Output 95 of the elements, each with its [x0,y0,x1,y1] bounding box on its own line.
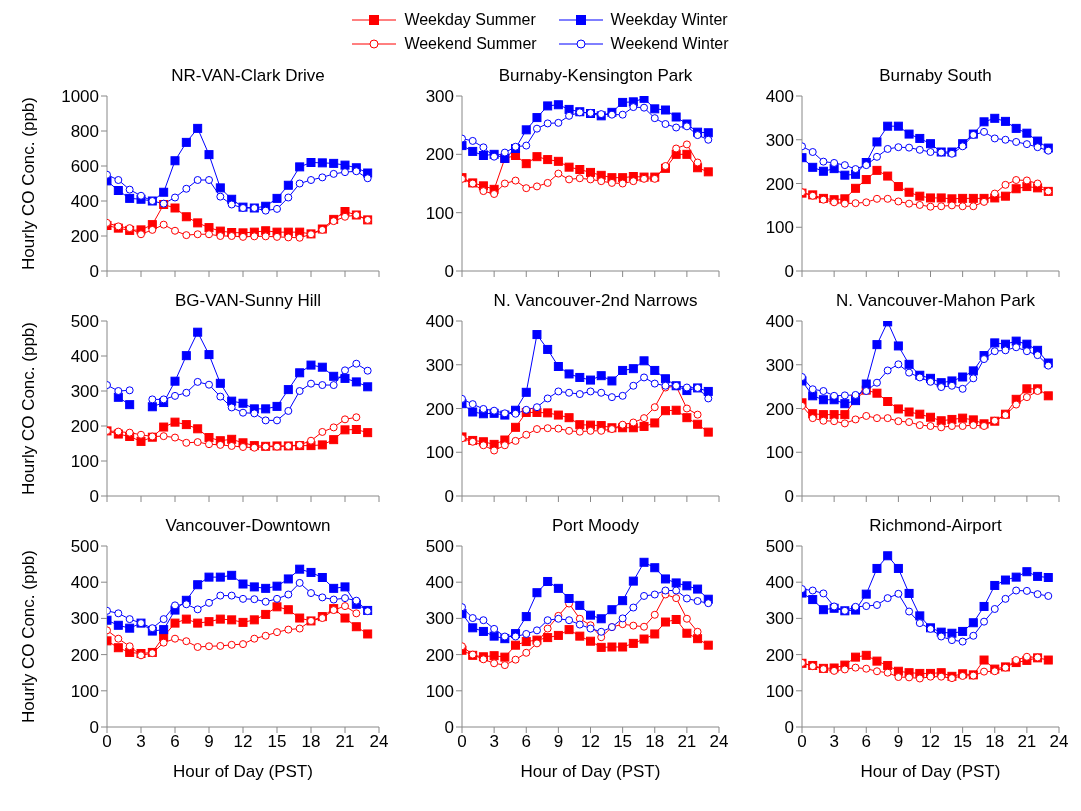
y-tick-label: 800 [70,122,99,142]
legend-label: Weekend Winter [610,35,729,53]
y-tick-label: 100 [70,452,99,472]
y-tick-label: 200 [425,145,454,165]
x-tick-label: 3 [489,732,499,752]
y-tick-label: 100 [70,681,99,701]
y-tick-label: 400 [70,573,99,593]
chart-title: N. Vancouver-Mahon Park [834,291,1037,312]
y-tick-label: 1000 [61,87,99,107]
y-tick-label: 100 [765,681,794,701]
chart-title: Richmond-Airport [868,516,1003,537]
y-tick-label: 100 [765,443,794,463]
y-tick-label: 100 [765,218,794,238]
x-tick-label: 15 [953,732,973,752]
x-tick-label: 21 [335,732,355,752]
x-tick-label: 0 [102,732,112,752]
y-tick-label: 500 [70,537,99,557]
y-tick-label: 300 [765,355,794,375]
x-tick-label: 24 [1049,732,1069,752]
x-tick-label: 9 [553,732,564,752]
y-tick-label: 300 [765,609,794,629]
chart-title: NR-VAN-Clark Drive [170,66,326,87]
y-tick-label: 0 [784,262,794,282]
x-tick-label: 12 [921,732,940,752]
y-tick-label: 0 [89,487,99,507]
y-tick-label: 0 [89,718,99,738]
y-tick-label: 300 [70,609,99,629]
y-tick-label: 200 [425,399,454,419]
x-tick-label: 21 [1017,732,1037,752]
y-tick-label: 300 [425,355,454,375]
y-tick-label: 0 [784,718,794,738]
legend-label: Weekday Winter [610,11,728,29]
y-tick-label: 600 [70,157,99,177]
y-tick-label: 400 [765,312,794,332]
x-tick-label: 12 [581,732,600,752]
y-tick-label: 400 [425,573,454,593]
y-tick-label: 400 [765,573,794,593]
y-tick-label: 400 [70,192,99,212]
x-tick-label: 18 [985,732,1005,752]
x-tick-label: 9 [893,732,904,752]
chart-title: Vancouver-Downtown [164,516,332,537]
y-tick-label: 500 [765,537,794,557]
x-tick-label: 6 [861,732,871,752]
y-tick-label: 0 [784,487,794,507]
y-tick-label: 0 [89,262,99,282]
x-tick-label: 18 [301,732,321,752]
chart-title: N. Vancouver-2nd Narrows [492,291,699,312]
x-tick-label: 21 [677,732,697,752]
y-tick-label: 300 [425,609,454,629]
chart-title: Burnaby South [878,66,993,87]
x-tick-label: 9 [204,732,214,752]
x-tick-label: 24 [369,732,389,752]
y-axis-title: Hourly CO Conc. (ppb) [19,97,39,270]
y-tick-label: 200 [765,174,794,194]
y-tick-label: 200 [425,645,454,665]
legend-label: Weekday Summer [404,11,536,29]
y-tick-label: 200 [70,417,99,437]
x-tick-label: 24 [709,732,729,752]
x-tick-label: 15 [267,732,287,752]
y-tick-label: 300 [425,87,454,107]
y-axis-title: Hourly CO Conc. (ppb) [19,550,39,723]
y-tick-label: 500 [70,312,99,332]
y-tick-label: 100 [425,681,454,701]
y-tick-label: 400 [70,347,99,367]
y-tick-label: 100 [425,203,454,223]
y-tick-label: 500 [425,537,454,557]
y-tick-label: 400 [425,312,454,332]
x-tick-label: 3 [829,732,839,752]
y-axis-title: Hourly CO Conc. (ppb) [19,322,39,495]
chart-title: Burnaby-Kensington Park [497,66,694,87]
x-tick-label: 0 [457,732,467,752]
chart-title: BG-VAN-Sunny Hill [173,291,323,312]
x-tick-label: 3 [136,732,146,752]
x-axis-title: Hour of Day (PST) [860,762,1001,781]
y-tick-label: 200 [765,399,794,419]
x-tick-label: 12 [233,732,253,752]
x-tick-label: 6 [170,732,180,752]
x-tick-label: 15 [613,732,633,752]
y-tick-label: 300 [70,382,99,402]
x-tick-label: 0 [797,732,807,752]
y-tick-label: 0 [444,262,454,282]
chart-title: Port Moody [551,516,640,537]
y-tick-label: 200 [70,227,99,247]
y-tick-label: 0 [444,718,454,738]
y-tick-label: 200 [765,645,794,665]
x-tick-label: 6 [521,732,531,752]
x-axis-title: Hour of Day (PST) [173,762,313,781]
x-axis-title: Hour of Day (PST) [520,762,661,781]
y-tick-label: 0 [444,487,454,507]
y-tick-label: 200 [70,645,99,665]
y-tick-label: 300 [765,130,794,150]
y-tick-label: 100 [425,443,454,463]
y-tick-label: 400 [765,87,794,107]
legend-label: Weekend Summer [404,35,537,53]
x-tick-label: 18 [645,732,665,752]
